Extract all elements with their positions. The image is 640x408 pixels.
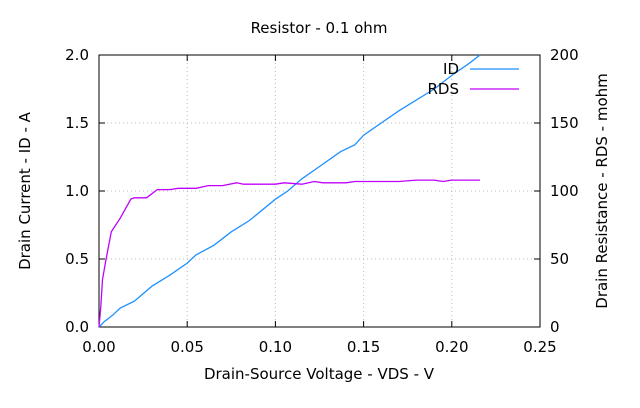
- y2-tick-label: 0: [550, 318, 560, 336]
- y-tick-label: 1.5: [65, 114, 89, 132]
- y-tick-label: 1.0: [65, 182, 89, 200]
- legend-label-id: ID: [443, 60, 459, 78]
- x-tick-label: 0.00: [82, 338, 115, 356]
- series-line-rds: [98, 179, 480, 328]
- x-tick-label: 0.10: [259, 338, 292, 356]
- ticks: 0.00 0.05 0.10 0.15 0.20 0.25 0.0 0.5 1.0 1.5 2.0 0…: [65, 46, 579, 356]
- x-tick-label: 0.05: [170, 338, 203, 356]
- series-line-id: [98, 54, 481, 328]
- grid: [99, 55, 540, 327]
- x-tick-label: 0.15: [347, 338, 380, 356]
- legend: ID RDS: [428, 60, 519, 98]
- chart-title: Resistor - 0.1 ohm: [251, 19, 388, 37]
- x-axis-label: Drain-Source Voltage - VDS - V: [204, 365, 435, 383]
- y-tick-label: 0.5: [65, 250, 89, 268]
- y-tick-label: 0.0: [65, 318, 89, 336]
- legend-label-rds: RDS: [428, 80, 460, 98]
- y-tick-label: 2.0: [65, 46, 89, 64]
- y2-tick-label: 200: [550, 46, 579, 64]
- y2-tick-label: 150: [550, 114, 579, 132]
- y-axis-label: Drain Current - ID - A: [16, 111, 34, 270]
- series: [98, 54, 481, 328]
- y2-axis-label: Drain Resistance - RDS - mohm: [593, 73, 611, 308]
- y2-tick-label: 100: [550, 182, 579, 200]
- x-tick-label: 0.20: [435, 338, 468, 356]
- y2-tick-label: 50: [550, 250, 569, 268]
- x-tick-label: 0.25: [523, 338, 556, 356]
